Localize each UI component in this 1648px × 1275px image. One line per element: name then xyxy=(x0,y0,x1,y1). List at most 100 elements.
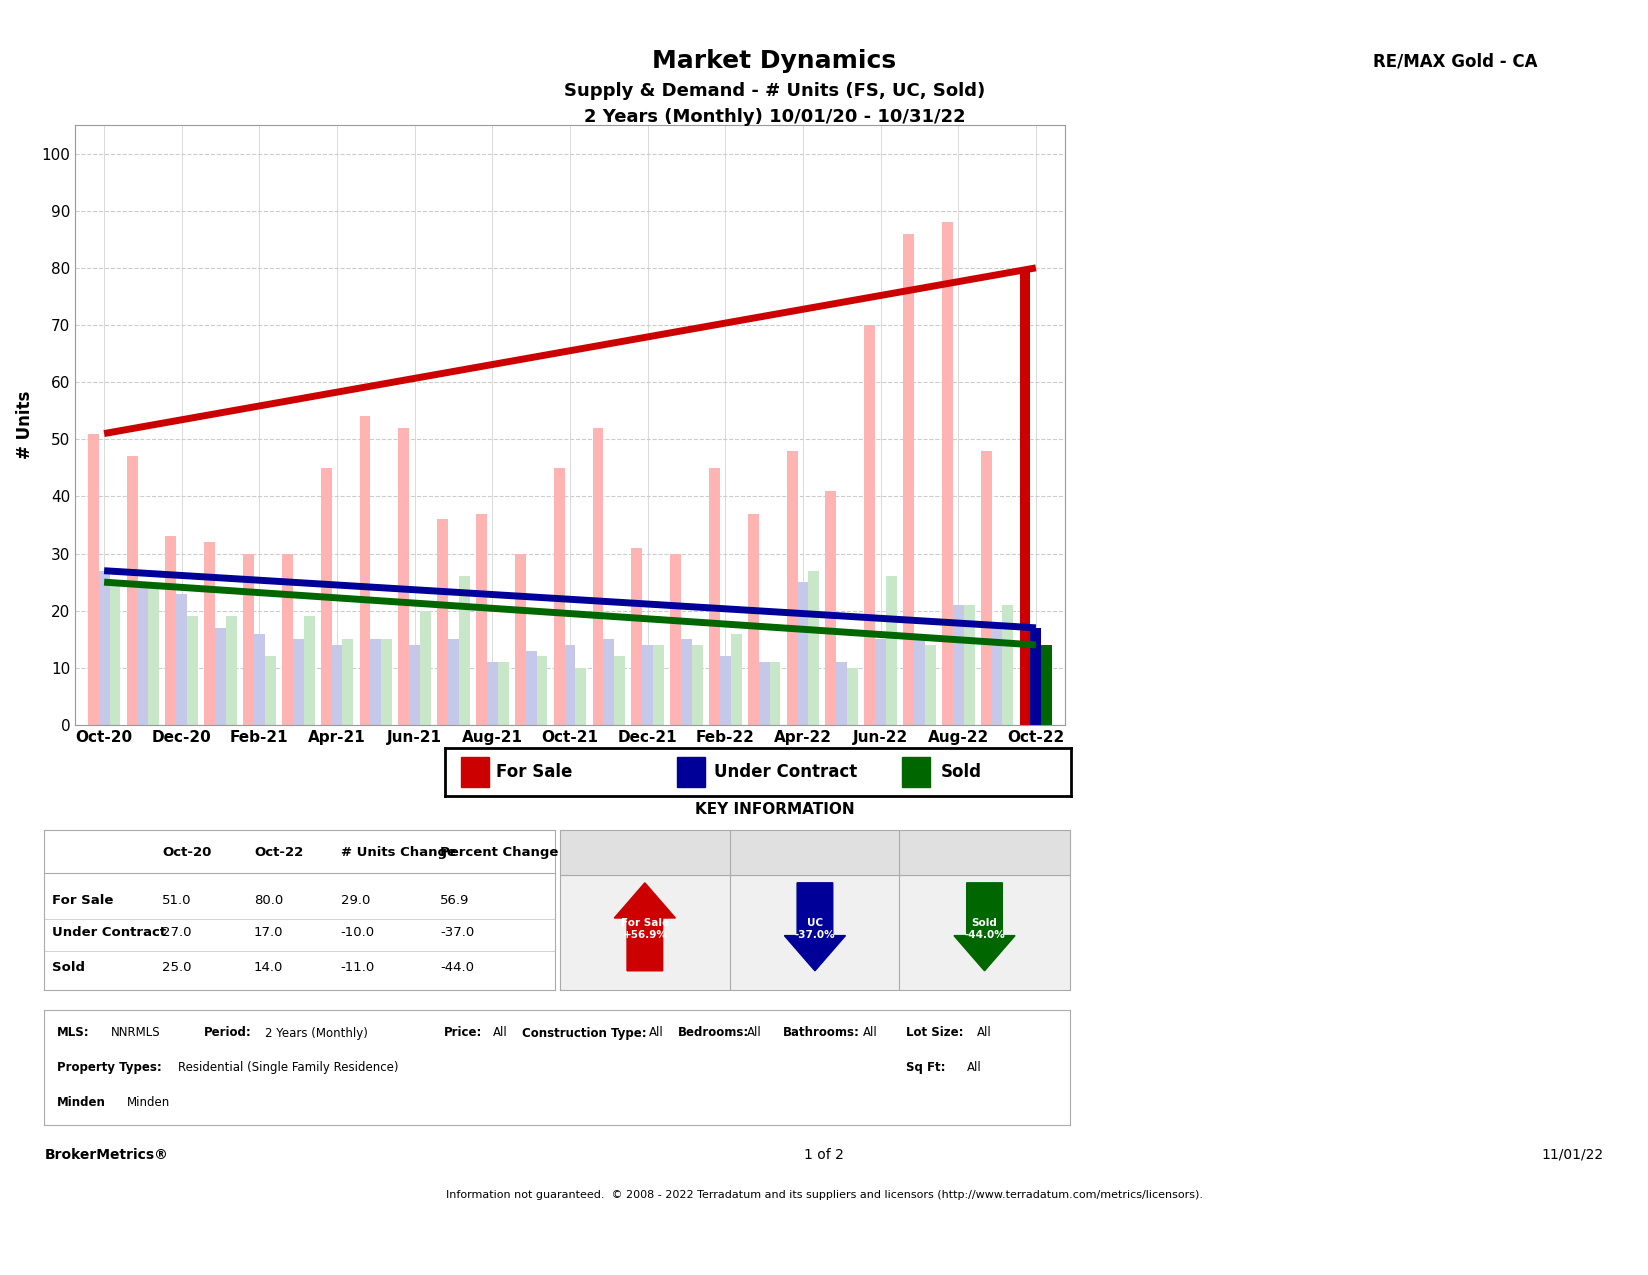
Text: For Sale: For Sale xyxy=(53,894,114,907)
Bar xyxy=(303,616,315,725)
Bar xyxy=(87,434,99,725)
Bar xyxy=(643,645,653,725)
Text: 17.0: 17.0 xyxy=(254,926,283,938)
Bar xyxy=(282,553,293,725)
Bar xyxy=(786,451,798,725)
Bar xyxy=(826,491,836,725)
Bar xyxy=(244,553,254,725)
Bar xyxy=(748,514,758,725)
Bar xyxy=(188,616,198,725)
Text: 51.0: 51.0 xyxy=(162,894,191,907)
Bar xyxy=(1042,645,1051,725)
Bar xyxy=(964,606,974,725)
Text: Period:: Period: xyxy=(203,1026,250,1039)
Text: For Sale
+56.9%: For Sale +56.9% xyxy=(621,918,669,940)
Bar xyxy=(437,519,448,725)
Bar xyxy=(1020,268,1030,725)
Text: Construction Type:: Construction Type: xyxy=(522,1026,646,1039)
Bar xyxy=(560,830,1070,875)
Bar xyxy=(901,756,929,788)
Bar xyxy=(593,428,603,725)
Bar xyxy=(677,756,705,788)
Text: Minden: Minden xyxy=(56,1095,105,1108)
Text: Minden: Minden xyxy=(127,1095,170,1108)
Text: 80.0: 80.0 xyxy=(254,894,283,907)
Text: Bathrooms:: Bathrooms: xyxy=(783,1026,859,1039)
Text: Bedrooms:: Bedrooms: xyxy=(677,1026,750,1039)
Text: MLS:: MLS: xyxy=(56,1026,89,1039)
Bar xyxy=(458,576,470,725)
Bar xyxy=(461,756,489,788)
Text: Sold: Sold xyxy=(53,961,86,974)
Bar xyxy=(331,645,343,725)
Bar xyxy=(448,639,458,725)
Bar xyxy=(758,662,770,725)
Text: 2 Years (Monthly): 2 Years (Monthly) xyxy=(265,1026,368,1039)
FancyArrow shape xyxy=(784,882,845,970)
Bar xyxy=(514,553,526,725)
Text: 56.9: 56.9 xyxy=(440,894,470,907)
Bar xyxy=(1002,606,1014,725)
Bar xyxy=(420,611,432,725)
Bar xyxy=(692,645,702,725)
Text: Residential (Single Family Residence): Residential (Single Family Residence) xyxy=(178,1061,399,1074)
Bar xyxy=(709,468,720,725)
Text: # Units Change: # Units Change xyxy=(341,845,456,859)
Bar xyxy=(176,594,188,725)
Bar xyxy=(204,542,216,725)
Bar xyxy=(399,428,409,725)
Bar xyxy=(554,468,565,725)
Bar xyxy=(575,668,587,725)
Bar xyxy=(875,639,887,725)
Text: -10.0: -10.0 xyxy=(341,926,376,938)
Bar xyxy=(981,451,992,725)
Bar xyxy=(498,662,509,725)
Bar xyxy=(165,537,176,725)
Bar xyxy=(537,657,547,725)
Bar xyxy=(476,514,486,725)
Text: 1 of 2: 1 of 2 xyxy=(804,1148,844,1162)
Bar xyxy=(109,583,120,725)
FancyArrow shape xyxy=(615,882,676,970)
Text: KEY INFORMATION: KEY INFORMATION xyxy=(695,802,854,817)
Text: Property Types:: Property Types: xyxy=(56,1061,162,1074)
Text: All: All xyxy=(649,1026,664,1039)
Bar xyxy=(359,417,371,725)
Bar xyxy=(925,645,936,725)
Text: Under Contract: Under Contract xyxy=(714,762,857,782)
Bar xyxy=(953,606,964,725)
Text: BrokerMetrics®: BrokerMetrics® xyxy=(44,1148,168,1162)
Bar xyxy=(915,634,925,725)
Bar xyxy=(720,657,730,725)
Bar xyxy=(770,662,781,725)
Bar xyxy=(137,588,148,725)
Text: All: All xyxy=(977,1026,992,1039)
Bar xyxy=(99,571,109,725)
FancyArrow shape xyxy=(954,882,1015,970)
Text: For Sale: For Sale xyxy=(496,762,574,782)
Text: Oct-20: Oct-20 xyxy=(162,845,211,859)
Bar xyxy=(631,548,643,725)
Bar xyxy=(293,639,303,725)
Bar xyxy=(526,650,537,725)
Text: All: All xyxy=(747,1026,761,1039)
Text: NNRMLS: NNRMLS xyxy=(110,1026,162,1039)
Text: 14.0: 14.0 xyxy=(254,961,283,974)
Bar xyxy=(1030,627,1042,725)
Bar xyxy=(226,616,237,725)
Text: -44.0: -44.0 xyxy=(440,961,475,974)
Text: Sold
-44.0%: Sold -44.0% xyxy=(964,918,1005,940)
Text: Oct-22: Oct-22 xyxy=(254,845,303,859)
Bar xyxy=(671,553,681,725)
Text: 29.0: 29.0 xyxy=(341,894,371,907)
Bar xyxy=(371,639,381,725)
Bar xyxy=(903,233,915,725)
Bar xyxy=(943,222,953,725)
Text: UC
-37.0%: UC -37.0% xyxy=(794,918,836,940)
Bar xyxy=(321,468,331,725)
Text: Percent Change: Percent Change xyxy=(440,845,559,859)
Text: 2 Years (Monthly) 10/01/20 - 10/31/22: 2 Years (Monthly) 10/01/20 - 10/31/22 xyxy=(583,108,966,126)
Bar xyxy=(887,576,897,725)
Text: Under Contract: Under Contract xyxy=(53,926,166,938)
Bar xyxy=(381,639,392,725)
